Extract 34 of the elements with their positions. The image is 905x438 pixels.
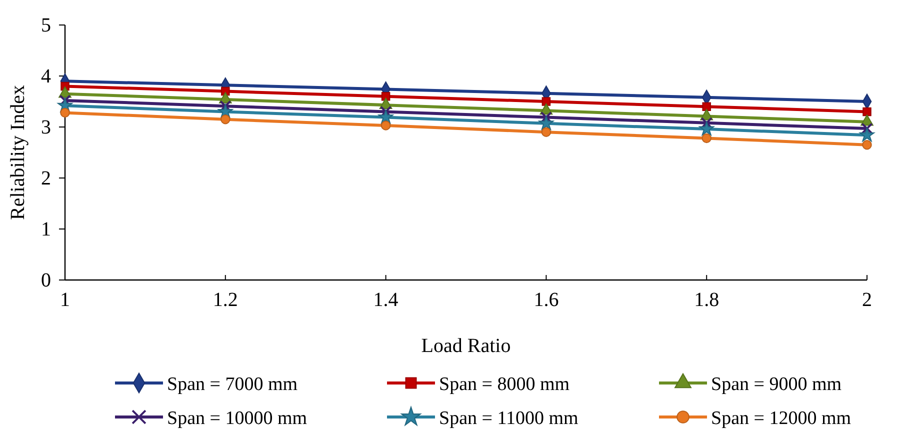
y-tick-label: 4	[41, 65, 51, 88]
point	[541, 127, 552, 137]
legend-label: Span = 8000 mm	[439, 374, 570, 395]
point	[220, 114, 230, 124]
point	[60, 108, 70, 118]
point	[862, 140, 872, 150]
point	[380, 120, 391, 130]
point	[860, 127, 874, 142]
point	[378, 110, 394, 124]
y-axis-title: Reliability Index	[7, 85, 29, 220]
x-tick-label: 1	[60, 289, 70, 312]
y-tick-label: 0	[41, 269, 51, 292]
point	[538, 116, 554, 130]
x-tick-label: 1.8	[694, 289, 720, 312]
y-tick-label: 1	[41, 218, 51, 240]
legend-label: Span = 9000 mm	[711, 374, 842, 395]
legend-label: Span = 7000 mm	[167, 374, 298, 395]
x-tick-label: 1.4	[373, 289, 398, 312]
point	[862, 107, 872, 116]
y-tick-label: 2	[41, 167, 51, 190]
y-tick-label: 3	[41, 116, 51, 138]
x-tick-label: 1.2	[212, 289, 238, 312]
x-tick-label: 1.6	[534, 289, 559, 312]
point	[699, 121, 714, 136]
point	[381, 92, 390, 101]
point	[542, 97, 551, 106]
y-tick-label: 5	[41, 14, 51, 36]
x-tick-label: 2	[862, 289, 872, 312]
point	[702, 102, 711, 111]
legend-label: Span = 11000 mm	[439, 408, 579, 429]
legend-label: Span = 12000 mm	[711, 408, 852, 429]
x-axis-title: Load Ratio	[421, 335, 511, 357]
point	[702, 133, 712, 144]
legend-label: Span = 10000 mm	[167, 408, 308, 429]
